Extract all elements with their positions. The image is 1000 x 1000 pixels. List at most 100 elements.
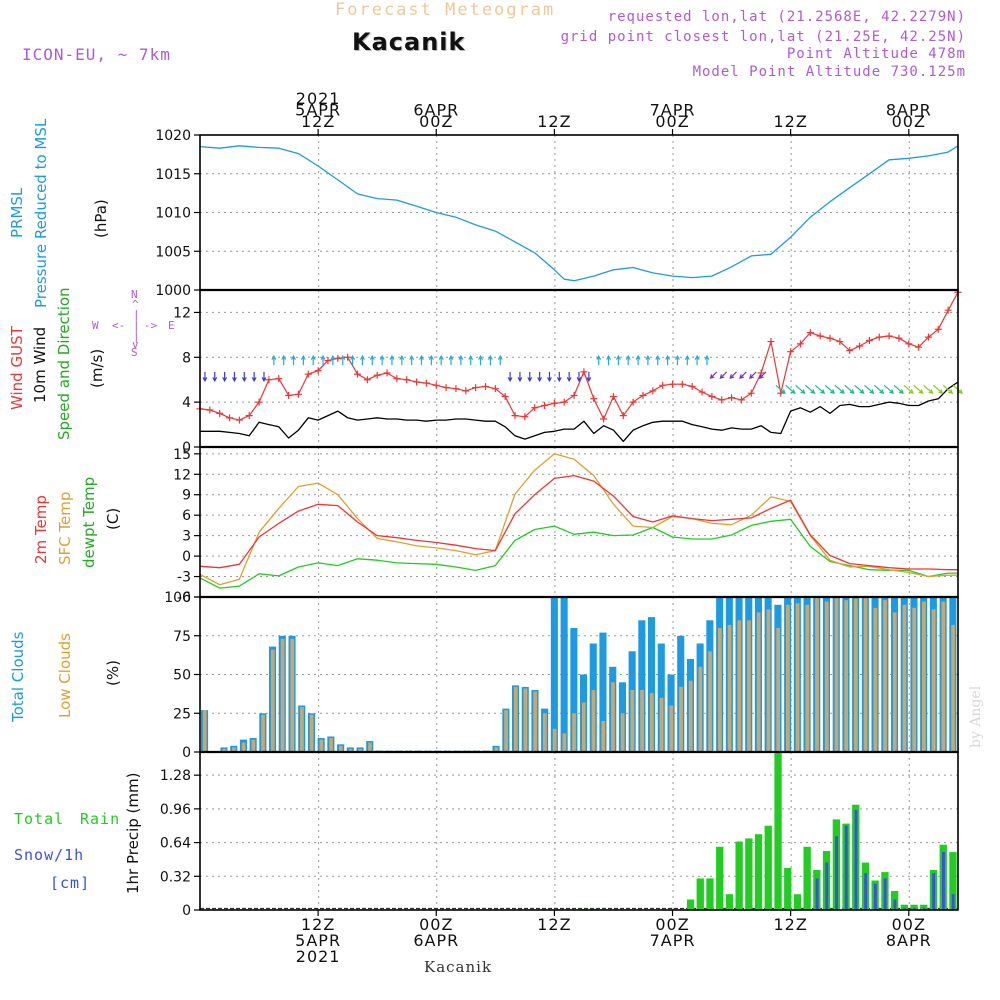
wind-direction-arrow: [458, 354, 464, 366]
gust-marker: [698, 388, 706, 396]
time-label-top: 00Z: [419, 112, 453, 131]
sfc-temp-line: [199, 453, 958, 586]
gust-marker: [944, 306, 952, 314]
gust-marker: [619, 412, 627, 420]
temp-2m-line: [199, 474, 958, 571]
gust-marker: [481, 382, 489, 390]
y-tick-label: 0: [182, 745, 191, 761]
wind-direction-arrow: [222, 371, 228, 383]
gust-marker: [629, 398, 637, 406]
low-cloud-bar: [494, 747, 499, 752]
wind-direction-arrow: [241, 371, 247, 383]
panel-frame: [199, 446, 959, 598]
wind-direction-arrow: [340, 354, 346, 366]
wind-direction-arrow: [291, 354, 296, 366]
low-cloud-bar: [815, 597, 819, 752]
y-tick-label: 1010: [155, 206, 191, 222]
y-tick-label: 8: [182, 350, 191, 366]
wind-direction-arrow: [517, 371, 523, 383]
rain-bar: [910, 904, 918, 910]
low-cloud-bar: [873, 607, 878, 752]
total-cloud-bar: [599, 632, 607, 752]
gust-marker: [659, 381, 667, 389]
y-tick-label: 3: [182, 529, 191, 545]
low-cloud-bar: [241, 742, 246, 752]
rain-bar: [793, 894, 802, 910]
gust-marker: [422, 379, 430, 387]
gust-marker: [639, 391, 647, 399]
wind-direction-arrow: [527, 371, 533, 383]
low-cloud-bar: [902, 604, 907, 753]
rain-bar: [949, 852, 957, 910]
rain-bar: [803, 846, 811, 910]
wind-direction-arrow: [251, 371, 257, 383]
bottom-location: Kacanik: [424, 958, 493, 976]
gust-marker: [245, 412, 253, 420]
low-cloud-bar: [202, 710, 207, 752]
gust-marker: [767, 338, 775, 346]
y-tick-label: 1020: [155, 128, 191, 144]
time-label-top: 7APR: [650, 101, 696, 120]
gust-marker: [432, 381, 440, 389]
compass-west: W: [92, 319, 99, 332]
wind-direction-arrow: [665, 354, 671, 366]
low-cloud-bar: [649, 693, 654, 752]
gust-marker: [708, 393, 716, 401]
gust-marker: [806, 329, 814, 337]
time-label-bottom: 12Z: [773, 915, 807, 934]
wind-direction-arrow: [497, 354, 503, 366]
wind-direction-arrow: [625, 354, 631, 366]
wind-compass: N ^ | W <- | -> E | v S: [92, 288, 175, 359]
time-label-bottom: 7APR: [650, 931, 696, 950]
low-cloud-bar: [844, 600, 848, 752]
gust-marker: [226, 414, 234, 422]
wind-direction-arrow: [212, 371, 218, 383]
snow-bar: [912, 907, 916, 910]
time-label-bottom: 00Z: [655, 915, 689, 934]
y-tick-label: 0.32: [160, 869, 191, 885]
gust-marker: [609, 393, 617, 401]
wind-direction-arrow: [419, 354, 424, 366]
y-tick-label: 4: [182, 395, 191, 411]
compass-south: S: [131, 346, 138, 359]
gust-marker: [590, 395, 598, 403]
label-cm: [cm]: [50, 874, 91, 892]
low-cloud-bar: [601, 721, 606, 752]
gust-marker: [747, 389, 755, 397]
wind-direction-arrow: [932, 384, 944, 394]
time-label-top: 12Z: [773, 112, 807, 131]
wind-direction-arrow: [487, 354, 493, 366]
total-cloud-bar: [648, 617, 656, 752]
time-label-bottom: 00Z: [419, 915, 453, 934]
low-cloud-bar: [737, 620, 742, 753]
requested-coords: requested lon,lat (21.2568E, 42.2279N): [607, 9, 966, 25]
low-cloud-bar: [708, 651, 712, 753]
wind-direction-arrow: [704, 354, 710, 366]
gust-marker: [265, 376, 273, 384]
wind-direction-arrow: [635, 354, 641, 366]
time-label-bottom: 8APR: [886, 931, 932, 950]
low-cloud-bar: [368, 742, 372, 752]
time-label-bottom: 6APR: [413, 931, 459, 950]
y-tick-label: 0.64: [160, 836, 191, 852]
wind-direction-arrow: [913, 384, 924, 394]
gust-marker: [787, 348, 795, 356]
snow-bar: [932, 873, 936, 910]
wind-direction-arrow: [844, 384, 855, 394]
wind-direction-arrow: [655, 354, 661, 366]
gust-marker: [718, 396, 726, 404]
time-label-top: 12Z: [537, 112, 571, 131]
low-cloud-bar: [883, 600, 887, 752]
time-label-top: 2021: [296, 89, 341, 108]
low-cloud-bar: [688, 680, 693, 752]
wind-direction-arrow: [903, 384, 914, 394]
wind-direction-arrow: [719, 371, 728, 380]
low-cloud-bar: [854, 598, 858, 752]
gust-marker: [501, 393, 509, 401]
model-name: ICON-EU, ~ 7km: [22, 45, 171, 64]
wind-direction-arrow: [854, 384, 865, 394]
rain-bar: [920, 904, 928, 910]
low-cloud-bar: [572, 713, 576, 753]
low-cloud-bar: [863, 597, 868, 752]
gust-marker: [216, 409, 224, 417]
